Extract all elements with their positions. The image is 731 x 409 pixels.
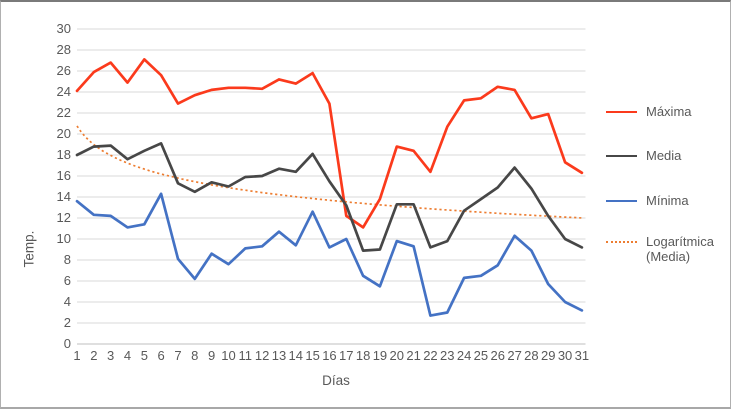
x-tick-label-16: 16 <box>322 348 337 363</box>
x-tick-label-24: 24 <box>456 348 472 363</box>
x-tick-label-1: 1 <box>73 348 81 363</box>
series-line-media[interactable] <box>75 142 584 252</box>
x-tick-label-4: 4 <box>123 348 132 363</box>
x-tick-label-27: 27 <box>507 348 522 363</box>
x-tick-label-3: 3 <box>107 348 115 363</box>
legend-swatch-icon <box>606 155 637 157</box>
x-tick-label-9: 9 <box>208 348 216 363</box>
y-tick-label-18: 18 <box>56 147 71 162</box>
y-tick-label-12: 12 <box>56 210 71 225</box>
y-tick-label-26: 26 <box>56 63 71 78</box>
x-tick-label-17: 17 <box>339 348 354 363</box>
x-tick-label-25: 25 <box>473 348 489 363</box>
x-tick-label-20: 20 <box>389 348 404 363</box>
y-tick-label-6: 6 <box>63 273 71 288</box>
x-tick-label-10: 10 <box>221 348 236 363</box>
legend-label: Media <box>646 148 682 163</box>
x-tick-label-12: 12 <box>254 348 270 363</box>
y-tick-label-16: 16 <box>56 168 71 183</box>
x-tick-label-14: 14 <box>288 348 304 363</box>
legend-item-media[interactable]: Media <box>606 148 726 163</box>
x-tick-label-22: 22 <box>423 348 438 363</box>
x-tick-label-5: 5 <box>140 348 148 363</box>
x-tick-label-30: 30 <box>557 348 573 363</box>
x-tick-label-21: 21 <box>406 348 421 363</box>
x-tick-label-28: 28 <box>524 348 539 363</box>
series-line-maxima[interactable] <box>75 58 584 229</box>
x-tick-label-15: 15 <box>305 348 320 363</box>
legend-item-maxima[interactable]: Máxima <box>606 104 726 119</box>
y-tick-label-0: 0 <box>63 336 71 351</box>
y-tick-label-8: 8 <box>63 252 71 267</box>
x-tick-label-23: 23 <box>440 348 455 363</box>
y-tick-label-24: 24 <box>56 84 71 99</box>
legend-item-minima[interactable]: Mínima <box>606 193 726 208</box>
y-tick-label-28: 28 <box>56 42 71 57</box>
x-tick-label-18: 18 <box>355 348 371 363</box>
x-tick-label-19: 19 <box>372 348 388 363</box>
y-tick-label-30: 30 <box>56 21 71 36</box>
x-tick-label-7: 7 <box>174 348 182 363</box>
x-tick-label-6: 6 <box>157 348 165 363</box>
x-tick-label-11: 11 <box>238 348 253 363</box>
series-line-minima[interactable] <box>75 192 584 317</box>
legend-swatch-icon <box>606 111 637 113</box>
legend-item-logaritmica-media[interactable]: Logarítmica (Media) <box>606 234 726 264</box>
legend-label: Mínima <box>646 193 689 208</box>
legend-swatch-icon <box>606 200 637 202</box>
legend-label: Logarítmica (Media) <box>646 234 714 264</box>
x-tick-label-8: 8 <box>191 348 199 363</box>
x-tick-label-2: 2 <box>90 348 98 363</box>
y-tick-label-14: 14 <box>56 189 71 204</box>
y-tick-label-2: 2 <box>63 315 71 330</box>
y-tick-label-22: 22 <box>56 105 71 120</box>
y-tick-label-10: 10 <box>56 231 71 246</box>
legend-label: Máxima <box>646 104 692 119</box>
x-axis-title: Días <box>322 373 350 388</box>
x-tick-label-26: 26 <box>490 348 505 363</box>
y-axis-title: Temp. <box>21 230 37 268</box>
trendline-logarithmic[interactable] <box>76 125 582 219</box>
x-tick-label-13: 13 <box>271 348 287 363</box>
x-tick-label-31: 31 <box>574 348 590 363</box>
legend-swatch-icon <box>606 241 637 243</box>
x-tick-label-29: 29 <box>541 348 556 363</box>
y-tick-label-4: 4 <box>63 294 71 309</box>
y-tick-label-20: 20 <box>56 126 71 141</box>
